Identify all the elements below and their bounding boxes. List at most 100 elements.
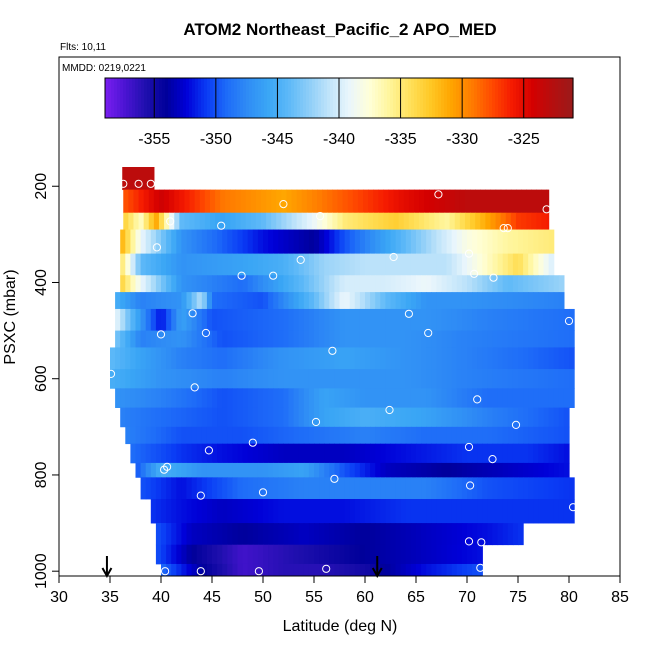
band-cell xyxy=(314,275,320,293)
band-cell xyxy=(359,443,366,464)
band-cell xyxy=(339,229,346,255)
band-cell xyxy=(467,253,473,276)
band-cell xyxy=(334,388,341,408)
band-cell xyxy=(196,229,203,255)
band-cell xyxy=(339,253,346,276)
band-cell xyxy=(171,347,177,370)
band-cell xyxy=(263,229,269,255)
band-cell xyxy=(232,308,239,331)
band-cell xyxy=(196,369,203,389)
band-cell xyxy=(390,275,397,293)
band-cell xyxy=(528,388,534,408)
band-cell xyxy=(518,523,524,546)
band-cell xyxy=(298,544,305,565)
x-axis: 30 35 40 45 50 55 60 65 70 75 80 85 xyxy=(50,575,629,606)
band-cell xyxy=(128,212,135,230)
band-cell xyxy=(327,212,333,230)
colorbar-segment xyxy=(228,78,232,118)
band-cell xyxy=(475,189,481,214)
band-cell xyxy=(303,523,310,546)
band-cell xyxy=(548,388,555,408)
band-cell xyxy=(523,275,529,293)
band-cell xyxy=(140,347,147,370)
band-cell xyxy=(268,407,274,428)
colorbar-segment xyxy=(264,78,268,118)
band-cell xyxy=(543,426,550,445)
band-cell xyxy=(563,347,570,370)
band-cell xyxy=(538,462,545,478)
band-cell xyxy=(543,388,550,408)
band-cell xyxy=(492,308,499,331)
band-cell xyxy=(273,292,279,310)
band-cell xyxy=(334,426,341,445)
colorbar-segment xyxy=(252,78,256,118)
colorbar-segment xyxy=(369,78,373,118)
band-cell xyxy=(334,462,341,478)
band-cell xyxy=(308,426,315,445)
band-cell xyxy=(470,189,476,214)
band-cell xyxy=(199,189,206,214)
band-cell xyxy=(365,523,371,546)
band-cell xyxy=(166,369,172,389)
x-axis-label: Latitude (deg N) xyxy=(283,618,398,635)
colorbar-segment xyxy=(300,78,304,118)
band-cell xyxy=(201,229,208,255)
band-cell xyxy=(148,189,155,214)
band-cell xyxy=(375,443,381,464)
band-cell xyxy=(390,563,397,577)
band-cell xyxy=(268,426,274,445)
band-cell xyxy=(354,443,361,464)
band-cell xyxy=(395,443,402,464)
band-cell xyxy=(523,407,529,428)
band-cell xyxy=(390,308,397,331)
band-cell xyxy=(543,443,550,464)
band-cell xyxy=(378,189,384,214)
band-cell xyxy=(222,308,228,331)
band-cell xyxy=(206,369,213,389)
band-cell xyxy=(563,443,570,464)
band-cell xyxy=(293,229,300,255)
band-cell xyxy=(395,275,402,293)
observation-point xyxy=(316,212,325,221)
band-cell xyxy=(186,292,193,310)
band-cell xyxy=(441,388,448,408)
band-cell xyxy=(191,523,198,546)
band-cell xyxy=(169,212,175,230)
band-cell xyxy=(298,462,305,478)
observation-point xyxy=(279,200,288,209)
band-cell xyxy=(329,426,335,445)
band-cell xyxy=(319,275,325,293)
band-cell xyxy=(324,308,330,331)
band-cell xyxy=(334,347,341,370)
colorbar-segment xyxy=(462,78,466,118)
band-cell xyxy=(324,477,330,500)
band-cell xyxy=(268,499,274,524)
band-cell xyxy=(319,563,325,577)
band-cell xyxy=(217,407,223,428)
band-cell xyxy=(161,477,167,500)
band-cell xyxy=(497,253,504,276)
band-cell xyxy=(191,563,198,577)
band-cell xyxy=(344,347,351,370)
observation-point xyxy=(146,179,155,188)
band-cell xyxy=(390,499,397,524)
band-cell xyxy=(298,477,305,500)
band-cell xyxy=(145,462,152,478)
band-cell xyxy=(344,253,351,276)
band-cell xyxy=(120,369,126,389)
band-cell xyxy=(314,407,320,428)
band-cell xyxy=(293,477,300,500)
data-band xyxy=(120,407,570,428)
band-cell xyxy=(137,167,144,191)
colorbar-segment xyxy=(318,78,322,118)
band-cell xyxy=(334,253,341,276)
band-cell xyxy=(181,443,188,464)
band-cell xyxy=(487,347,494,370)
band-cell xyxy=(441,563,448,577)
band-cell xyxy=(283,253,290,276)
colorbar-segment xyxy=(288,78,292,118)
band-cell xyxy=(319,499,325,524)
band-cell xyxy=(553,443,560,464)
band-cell xyxy=(339,275,346,293)
band-cell xyxy=(268,369,274,389)
